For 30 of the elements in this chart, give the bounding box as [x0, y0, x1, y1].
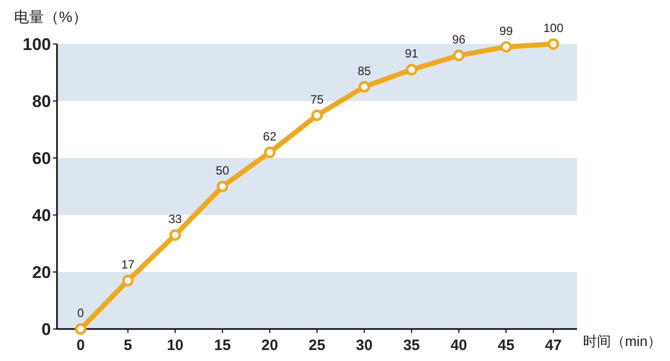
- data-label: 99: [499, 24, 514, 38]
- data-label: 0: [77, 306, 84, 320]
- data-label: 33: [168, 212, 182, 226]
- y-tick-label: 60: [32, 149, 51, 168]
- x-tick-label: 47: [545, 337, 562, 354]
- data-label: 100: [543, 21, 564, 35]
- x-tick-label: 40: [450, 337, 468, 354]
- data-label: 96: [452, 32, 466, 46]
- data-label: 85: [358, 64, 372, 78]
- y-tick-label: 20: [32, 263, 51, 282]
- data-label: 62: [263, 129, 277, 144]
- x-tick-label: 30: [356, 337, 373, 354]
- data-label: 17: [121, 258, 135, 272]
- x-tick-label: 35: [403, 337, 420, 354]
- data-label: 91: [404, 46, 419, 61]
- x-tick-label: 20: [261, 337, 278, 354]
- data-label: 50: [216, 164, 230, 178]
- x-tick-label: 15: [214, 337, 231, 354]
- data-label: 75: [310, 92, 324, 106]
- y-tick-label: 0: [42, 320, 51, 339]
- y-tick-label: 80: [32, 92, 51, 111]
- x-tick-label: 10: [166, 337, 184, 354]
- x-tick-label: 25: [308, 337, 326, 354]
- x-tick-label: 0: [76, 337, 85, 354]
- y-tick-label: 40: [32, 206, 51, 225]
- y-tick-label: 100: [22, 35, 51, 54]
- y-axis-title: 电量（%）: [14, 9, 88, 26]
- x-tick-label: 5: [124, 337, 132, 354]
- x-tick-label: 45: [498, 337, 514, 354]
- x-axis-title: 时间（min）: [583, 333, 662, 349]
